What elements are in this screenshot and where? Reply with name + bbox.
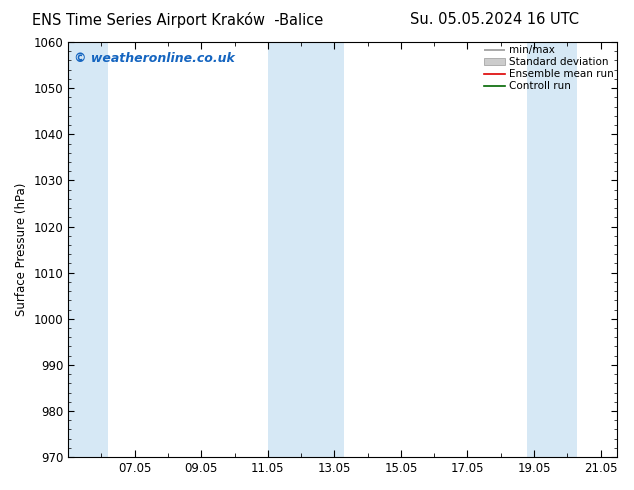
Text: ENS Time Series Airport Kraków  -Balice: ENS Time Series Airport Kraków -Balice bbox=[32, 12, 323, 28]
Text: © weatheronline.co.uk: © weatheronline.co.uk bbox=[74, 52, 235, 66]
Bar bbox=[68, 42, 108, 457]
Y-axis label: Surface Pressure (hPa): Surface Pressure (hPa) bbox=[15, 183, 28, 316]
Bar bbox=[527, 42, 577, 457]
Bar bbox=[268, 42, 344, 457]
Legend: min/max, Standard deviation, Ensemble mean run, Controll run: min/max, Standard deviation, Ensemble me… bbox=[484, 45, 614, 92]
Text: Su. 05.05.2024 16 UTC: Su. 05.05.2024 16 UTC bbox=[410, 12, 579, 27]
